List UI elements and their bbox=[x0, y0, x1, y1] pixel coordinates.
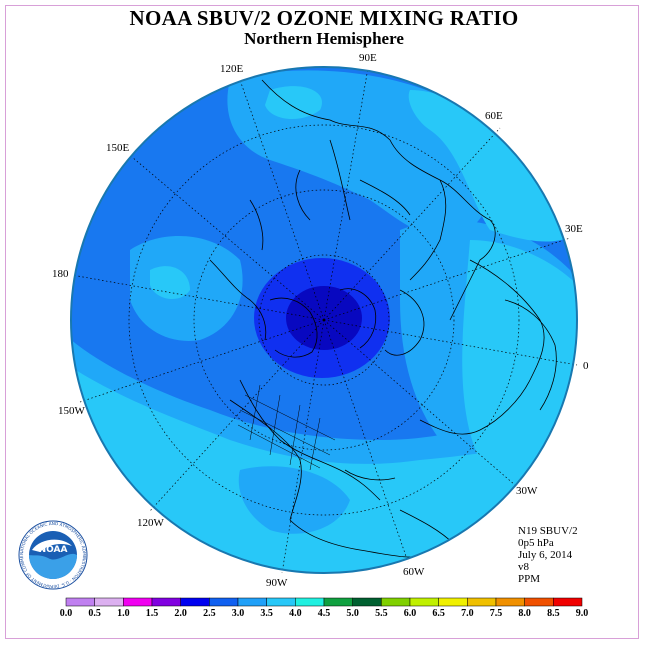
colorbar-tick-label: 5.0 bbox=[346, 608, 359, 619]
colorbar-tick-label: 7.5 bbox=[489, 608, 503, 619]
colorbar-swatch bbox=[495, 597, 525, 607]
level-3-5-region bbox=[71, 360, 577, 573]
colorbar-swatch bbox=[180, 597, 210, 607]
level-3-0-region bbox=[238, 466, 350, 534]
label-60e: 60E bbox=[485, 110, 503, 122]
info-date: July 6, 2014 bbox=[518, 549, 573, 561]
level-3-5-region bbox=[408, 90, 577, 242]
image-frame bbox=[5, 5, 639, 639]
colorbar-swatch bbox=[323, 597, 353, 607]
colorbar-tick-label: 1.5 bbox=[145, 608, 159, 619]
colorbar-swatch bbox=[209, 597, 239, 607]
colorbar-swatch bbox=[151, 597, 181, 607]
label-90w: 90W bbox=[266, 577, 288, 589]
info-satellite: N19 SBUV/2 bbox=[518, 525, 578, 537]
colorbar-tick-label: 6.5 bbox=[432, 608, 445, 619]
colorbar-swatch bbox=[237, 597, 267, 607]
label-90e: 90E bbox=[359, 52, 377, 64]
info-version: v8 bbox=[518, 561, 529, 573]
colorbar-swatch bbox=[266, 597, 296, 607]
colorbar-tick-label: 3.0 bbox=[231, 608, 245, 619]
state-borders bbox=[237, 384, 336, 471]
colorbar-swatch bbox=[409, 597, 439, 607]
level-3-5-region bbox=[265, 86, 322, 120]
info-level: 0p5 hPa bbox=[518, 537, 554, 549]
colorbar-tick-label: 4.0 bbox=[289, 608, 302, 619]
colorbar-tick-label: 0.0 bbox=[59, 608, 73, 619]
colorbar-tick-label: 2.0 bbox=[174, 608, 187, 619]
label-150w: 150W bbox=[58, 405, 85, 417]
info-units: PPM bbox=[518, 573, 541, 585]
colorbar-swatch bbox=[381, 597, 411, 607]
label-30e: 30E bbox=[565, 223, 583, 235]
label-150e: 150E bbox=[106, 142, 130, 154]
noaa-logo: NATIONAL OCEANIC AND ATMOSPHERIC ADMINIS… bbox=[18, 520, 88, 590]
label-60w: 60W bbox=[403, 566, 425, 578]
colorbar-tick-label: 5.5 bbox=[375, 608, 388, 619]
label-180: 180 bbox=[52, 268, 69, 280]
logo-text: NOAA bbox=[39, 545, 68, 555]
colorbar bbox=[65, 597, 583, 607]
colorbar-tick-label: 7.0 bbox=[461, 608, 474, 619]
colorbar-tick-label: 8.5 bbox=[547, 608, 560, 619]
colorbar-swatch bbox=[438, 597, 468, 607]
colorbar-tick-label: 4.5 bbox=[317, 608, 331, 619]
colorbar-tick-label: 2.5 bbox=[203, 608, 216, 619]
colorbar-tick-label: 3.5 bbox=[260, 608, 273, 619]
colorbar-tick-label: 0.5 bbox=[88, 608, 101, 619]
colorbar-tick-label: 1.0 bbox=[117, 608, 130, 619]
map-title: NOAA SBUV/2 OZONE MIXING RATIO bbox=[129, 6, 519, 30]
level-1-5-region bbox=[286, 286, 362, 350]
colorbar-swatch bbox=[524, 597, 554, 607]
colorbar-tick-label: 8.0 bbox=[518, 608, 531, 619]
label-0: 0 bbox=[583, 360, 589, 372]
colorbar-tick-label: 6.0 bbox=[403, 608, 417, 619]
colorbar-tick-label: 9.0 bbox=[575, 608, 589, 619]
level-3-5-region bbox=[150, 266, 190, 300]
colorbar-swatch bbox=[94, 597, 124, 607]
colorbar-swatch bbox=[352, 597, 382, 607]
graticule bbox=[71, 67, 578, 574]
coastlines bbox=[209, 79, 557, 558]
map-boundary bbox=[70, 66, 578, 574]
level-3-5-region bbox=[462, 240, 577, 463]
colorbar-swatch bbox=[65, 597, 95, 607]
map-subtitle: Northern Hemisphere bbox=[244, 29, 404, 48]
colorbar-swatch bbox=[467, 597, 497, 607]
colorbar-swatch bbox=[295, 597, 325, 607]
label-30w: 30W bbox=[516, 485, 538, 497]
colorbar-swatch bbox=[553, 597, 583, 607]
label-120e: 120E bbox=[220, 63, 244, 75]
label-120w: 120W bbox=[137, 517, 164, 529]
colorbar-swatch bbox=[123, 597, 153, 607]
